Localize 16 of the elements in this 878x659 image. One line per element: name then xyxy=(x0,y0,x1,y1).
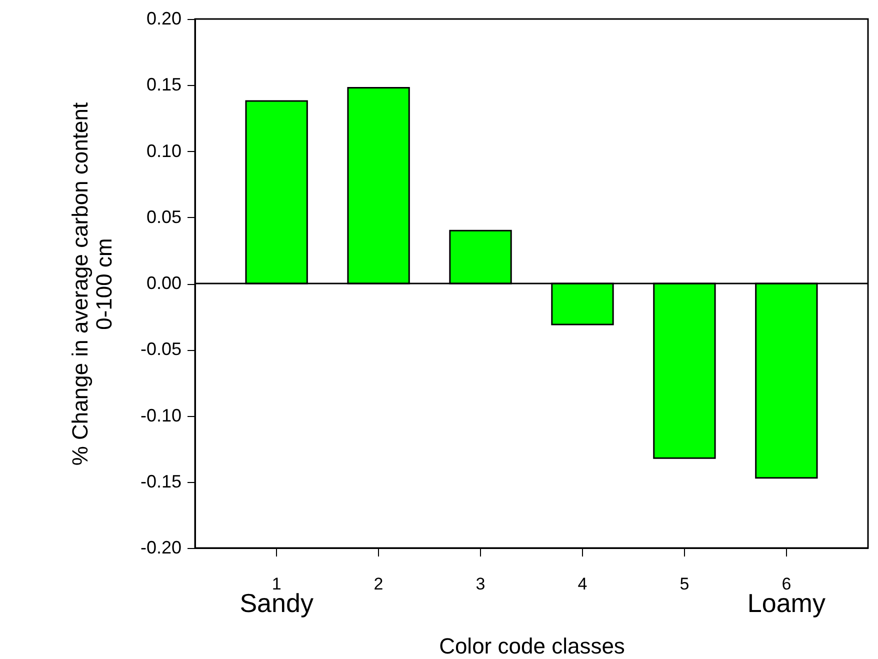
x-tick-label: 6 xyxy=(782,574,792,594)
y-tick-label: -0.10 xyxy=(140,405,182,426)
y-tick-label: 0.20 xyxy=(146,8,182,28)
x-tick-label: 3 xyxy=(476,574,486,594)
x-tick-label: 4 xyxy=(578,574,588,594)
y-tick-label: 0.10 xyxy=(146,140,182,161)
y-tick-label: -0.15 xyxy=(140,471,182,492)
y-tick-label: 0.05 xyxy=(146,206,182,227)
y-tick-label: 0.15 xyxy=(146,74,182,95)
y-tick-label: -0.05 xyxy=(140,339,182,360)
y-axis-title: % Change in average carbon content 0-100 cm xyxy=(67,102,116,466)
x-axis-title: Color code classes xyxy=(439,634,625,658)
y-tick-label: -0.20 xyxy=(140,538,182,558)
y-tick-label: 0.00 xyxy=(146,273,182,293)
x-tick-label: 2 xyxy=(374,574,384,594)
x-tick-label: 5 xyxy=(680,574,690,594)
